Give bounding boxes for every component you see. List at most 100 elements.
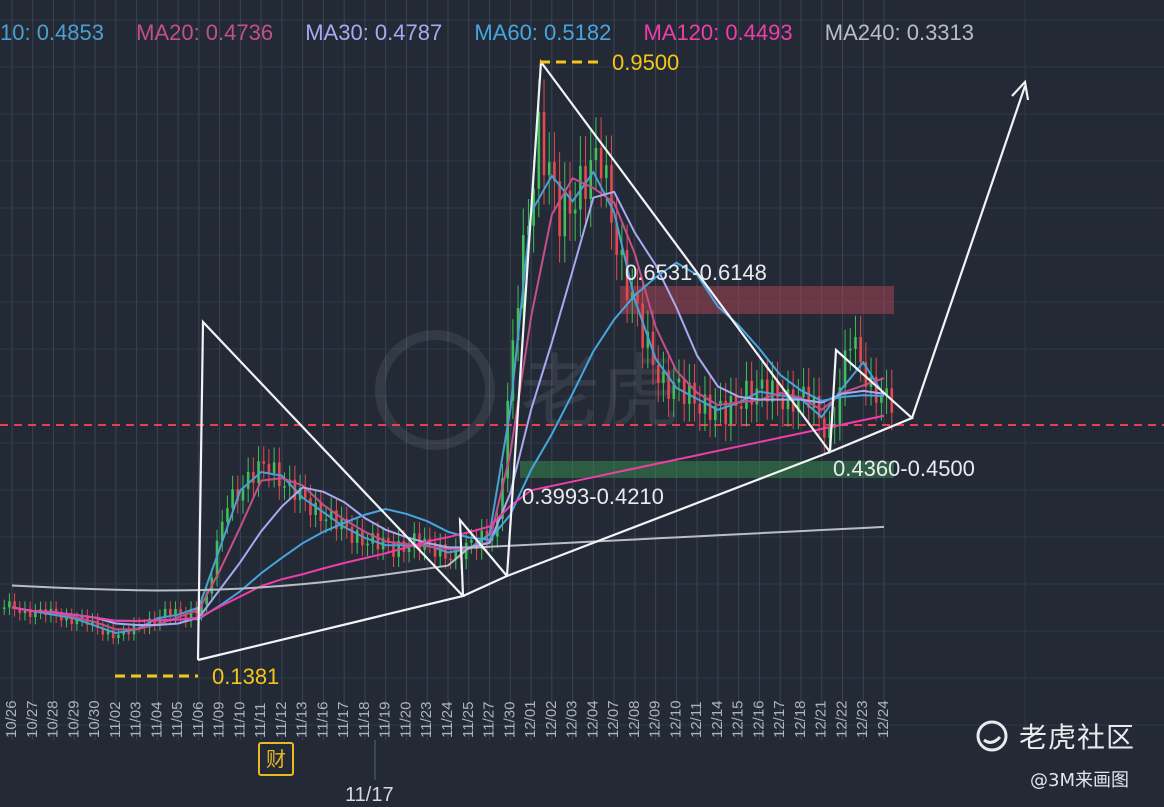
triangle-pattern-2 (458, 516, 509, 598)
brand-name: 老虎社区 (1019, 721, 1136, 754)
ma60-legend: MA60: 0.5182 (474, 20, 612, 45)
candle-body (65, 615, 68, 621)
candle-body (454, 548, 458, 560)
candle-body (189, 608, 193, 621)
x-tick-label: 11/04 (148, 702, 165, 738)
ma-line-ma30 (11, 190, 885, 626)
candle-body (28, 608, 32, 618)
candle-body (70, 615, 73, 625)
grid-lines (0, 0, 1164, 780)
candle-body (392, 543, 395, 557)
candle-body (625, 249, 629, 301)
candle-body (646, 331, 650, 348)
x-tick-label: 11/23 (418, 702, 435, 738)
candle-body (880, 395, 883, 403)
x-tick-label: 12/22 (833, 700, 850, 738)
candle-body (516, 308, 520, 341)
rising-trendline (506, 450, 831, 578)
candle-body (329, 510, 333, 520)
candle-body (708, 394, 712, 421)
candle-body (319, 502, 323, 522)
candle-body (662, 371, 665, 384)
candle-body (127, 631, 131, 635)
candle-body (693, 382, 696, 404)
x-tick-label: 12/14 (709, 700, 726, 738)
candle-body (23, 608, 27, 614)
candle-body (2, 607, 6, 609)
x-tick-label: 12/15 (730, 700, 747, 738)
x-tick-label: 11/19 (377, 702, 394, 738)
candle-body (470, 539, 473, 543)
candle-body (859, 336, 862, 363)
candle-body (262, 461, 266, 464)
candle-body (599, 147, 603, 179)
x-tick-label: 12/08 (626, 700, 643, 738)
candle-body (641, 303, 644, 348)
candle-body (781, 397, 785, 410)
candle-body (605, 165, 608, 179)
candle-body (402, 540, 406, 553)
x-tick-label: 11/09 (211, 702, 228, 738)
candle-body (314, 502, 317, 516)
financial-report-badge[interactable]: 财 (258, 742, 294, 776)
x-tick-label: 11/03 (128, 702, 145, 738)
candle-body (568, 190, 572, 214)
x-tick-label: 11/02 (107, 702, 124, 738)
candle-body (698, 403, 702, 414)
x-tick-label: 11/20 (397, 702, 414, 738)
candle-body (184, 614, 188, 621)
candle-body (537, 111, 541, 189)
x-tick-label: 11/18 (356, 702, 373, 738)
candle-body (101, 628, 105, 635)
candle-body (843, 350, 847, 388)
candle-body (724, 400, 727, 425)
candle-body (703, 394, 707, 414)
candle-body (874, 376, 878, 403)
candle-body (734, 395, 738, 407)
x-tick-label: 12/21 (813, 700, 830, 738)
candle-body (350, 526, 354, 543)
candle-body (667, 371, 670, 399)
x-tick-label: 11/30 (501, 702, 518, 738)
candle-body (848, 348, 852, 351)
candle-body (765, 379, 769, 402)
x-tick-label: 11/06 (190, 702, 207, 738)
candle-body (615, 222, 618, 255)
candle-body (589, 160, 593, 200)
candle-body (838, 387, 842, 424)
candle-body (719, 400, 722, 406)
triangle-pattern-4 (828, 347, 915, 454)
candle-body (117, 634, 120, 639)
candle-body (174, 608, 177, 617)
candle-body (496, 519, 499, 537)
candle-body (864, 362, 868, 387)
x-tick-label: 12/10 (667, 700, 684, 738)
candle-body (521, 235, 525, 309)
ma-legend: 10: 0.4853 MA20: 0.4736 MA30: 0.4787 MA6… (0, 20, 1000, 50)
candle-body (60, 615, 63, 621)
candle-body (563, 190, 567, 237)
candle-body (18, 608, 22, 614)
candle-body (594, 147, 598, 161)
breakout-arrow (910, 85, 1027, 419)
candle-body (739, 406, 743, 409)
x-tick-label: 10/29 (65, 700, 82, 738)
ma240-legend: MA240: 0.3313 (824, 20, 975, 45)
candle-body (283, 486, 286, 488)
candle-body (252, 471, 255, 483)
candle-body (246, 471, 250, 489)
x-tick-label: 12/23 (854, 700, 871, 738)
candle-body (579, 165, 582, 210)
candle-body (376, 533, 380, 550)
x-tick-label: 12/01 (522, 700, 539, 738)
trend-annotations (115, 58, 1030, 678)
x-tick-label: 10/26 (3, 700, 20, 738)
resistance-zone-label: 0.6531-0.6148 (625, 260, 767, 285)
x-tick-label: 12/07 (605, 700, 622, 738)
candle-body (257, 461, 260, 483)
candle-body (885, 388, 888, 396)
support-upper-label: 0.4360-0.4500 (833, 456, 975, 481)
candle-body (506, 400, 509, 479)
candle-body (335, 510, 338, 530)
